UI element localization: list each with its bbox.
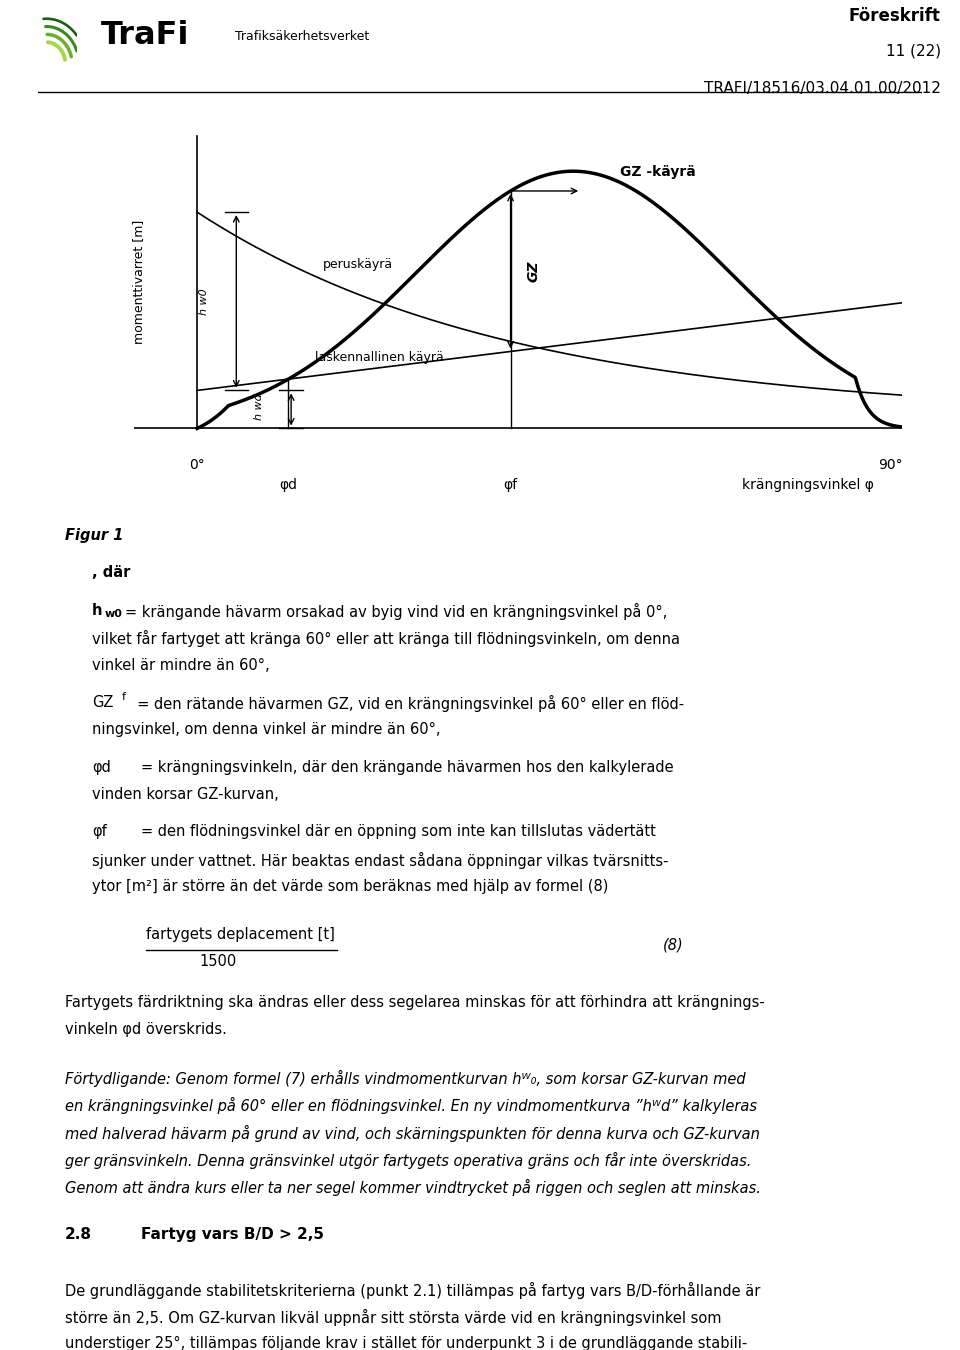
Text: , där: , där: [92, 566, 131, 580]
Text: φd: φd: [92, 760, 110, 775]
Text: Förtydligande: Genom formel (7) erhålls vindmomentkurvan hᵂ₀, som korsar GZ-kurv: Förtydligande: Genom formel (7) erhålls …: [65, 1069, 746, 1087]
Text: med halverad hävarm på grund av vind, och skärningspunkten för denna kurva och G: med halverad hävarm på grund av vind, oc…: [65, 1125, 760, 1142]
Text: 2.8: 2.8: [65, 1227, 92, 1242]
Text: momenttivarret [m]: momenttivarret [m]: [132, 220, 145, 344]
Text: Föreskrift: Föreskrift: [849, 7, 941, 26]
Text: krängningsvinkel φ: krängningsvinkel φ: [742, 478, 875, 493]
Text: (8): (8): [663, 937, 684, 953]
Text: Fartyg vars B/D > 2,5: Fartyg vars B/D > 2,5: [141, 1227, 324, 1242]
Text: fartygets deplacement [t]: fartygets deplacement [t]: [146, 926, 334, 941]
Text: f: f: [121, 691, 126, 702]
Text: φf: φf: [503, 478, 517, 493]
Text: ytor [m²] är större än det värde som beräknas med hjälp av formel (8): ytor [m²] är större än det värde som ber…: [92, 879, 609, 894]
Text: vinkeln φd överskrids.: vinkeln φd överskrids.: [65, 1022, 228, 1037]
Text: h wd: h wd: [253, 393, 264, 420]
Text: ningsvinkel, om denna vinkel är mindre än 60°,: ningsvinkel, om denna vinkel är mindre ä…: [92, 722, 441, 737]
Text: laskennallinen käyrä: laskennallinen käyrä: [315, 351, 444, 364]
Text: 11 (22): 11 (22): [886, 45, 941, 59]
Text: sjunker under vattnet. Här beaktas endast sådana öppningar vilkas tvärsnitts-: sjunker under vattnet. Här beaktas endas…: [92, 852, 668, 869]
Text: större än 2,5. Om GZ-kurvan likväl uppnår sitt största värde vid en krängningsvi: större än 2,5. Om GZ-kurvan likväl uppnå…: [65, 1310, 722, 1326]
Text: Trafiksäkerhetsverket: Trafiksäkerhetsverket: [235, 30, 370, 43]
Text: TRAFI/18516/03.04.01.00/2012: TRAFI/18516/03.04.01.00/2012: [704, 81, 941, 96]
Text: GZ: GZ: [526, 261, 540, 282]
Text: ger gränsvinkeln. Denna gränsvinkel utgör fartygets operativa gräns och får inte: ger gränsvinkeln. Denna gränsvinkel utgö…: [65, 1152, 752, 1169]
Text: = den rätande hävarmen GZ, vid en krängningsvinkel på 60° eller en flöd-: = den rätande hävarmen GZ, vid en krängn…: [128, 695, 684, 711]
Text: φd: φd: [279, 478, 298, 493]
Text: TraFi: TraFi: [101, 20, 189, 50]
Text: understiger 25°, tillämpas följande krav i stället för underpunkt 3 i de grundlä: understiger 25°, tillämpas följande krav…: [65, 1336, 748, 1350]
Text: h: h: [92, 603, 103, 618]
Text: Fartygets färdriktning ska ändras eller dess segelarea minskas för att förhindra: Fartygets färdriktning ska ändras eller …: [65, 995, 765, 1010]
Text: w0: w0: [105, 609, 122, 618]
Text: peruskäyrä: peruskäyrä: [323, 258, 393, 270]
Text: 90°: 90°: [877, 458, 902, 471]
Text: = den flödningsvinkel där en öppning som inte kan tillslutas vädertätt: = den flödningsvinkel där en öppning som…: [141, 825, 656, 840]
Text: en krängningsvinkel på 60° eller en flödningsvinkel. En ny vindmomentkurva ”hᵂd”: en krängningsvinkel på 60° eller en flöd…: [65, 1098, 757, 1114]
Text: vinden korsar GZ-kurvan,: vinden korsar GZ-kurvan,: [92, 787, 278, 802]
Text: De grundläggande stabilitetskriterierna (punkt 2.1) tillämpas på fartyg vars B/D: De grundläggande stabilitetskriterierna …: [65, 1281, 760, 1299]
Text: = krängande hävarm orsakad av byig vind vid en krängningsvinkel på 0°,: = krängande hävarm orsakad av byig vind …: [125, 603, 667, 620]
Text: Figur 1: Figur 1: [65, 528, 124, 543]
Text: vilket får fartyget att kränga 60° eller att kränga till flödningsvinkeln, om de: vilket får fartyget att kränga 60° eller…: [92, 630, 680, 647]
Text: h w0: h w0: [199, 288, 209, 315]
Text: φf: φf: [92, 825, 107, 840]
Text: = krängningsvinkeln, där den krängande hävarmen hos den kalkylerade: = krängningsvinkeln, där den krängande h…: [141, 760, 674, 775]
Text: GZ -käyrä: GZ -käyrä: [620, 165, 696, 180]
Text: Genom att ändra kurs eller ta ner segel kommer vindtrycket på riggen och seglen : Genom att ändra kurs eller ta ner segel …: [65, 1180, 761, 1196]
Text: 1500: 1500: [199, 954, 236, 969]
Text: vinkel är mindre än 60°,: vinkel är mindre än 60°,: [92, 657, 270, 672]
Text: 0°: 0°: [189, 458, 205, 471]
Text: GZ: GZ: [92, 695, 113, 710]
